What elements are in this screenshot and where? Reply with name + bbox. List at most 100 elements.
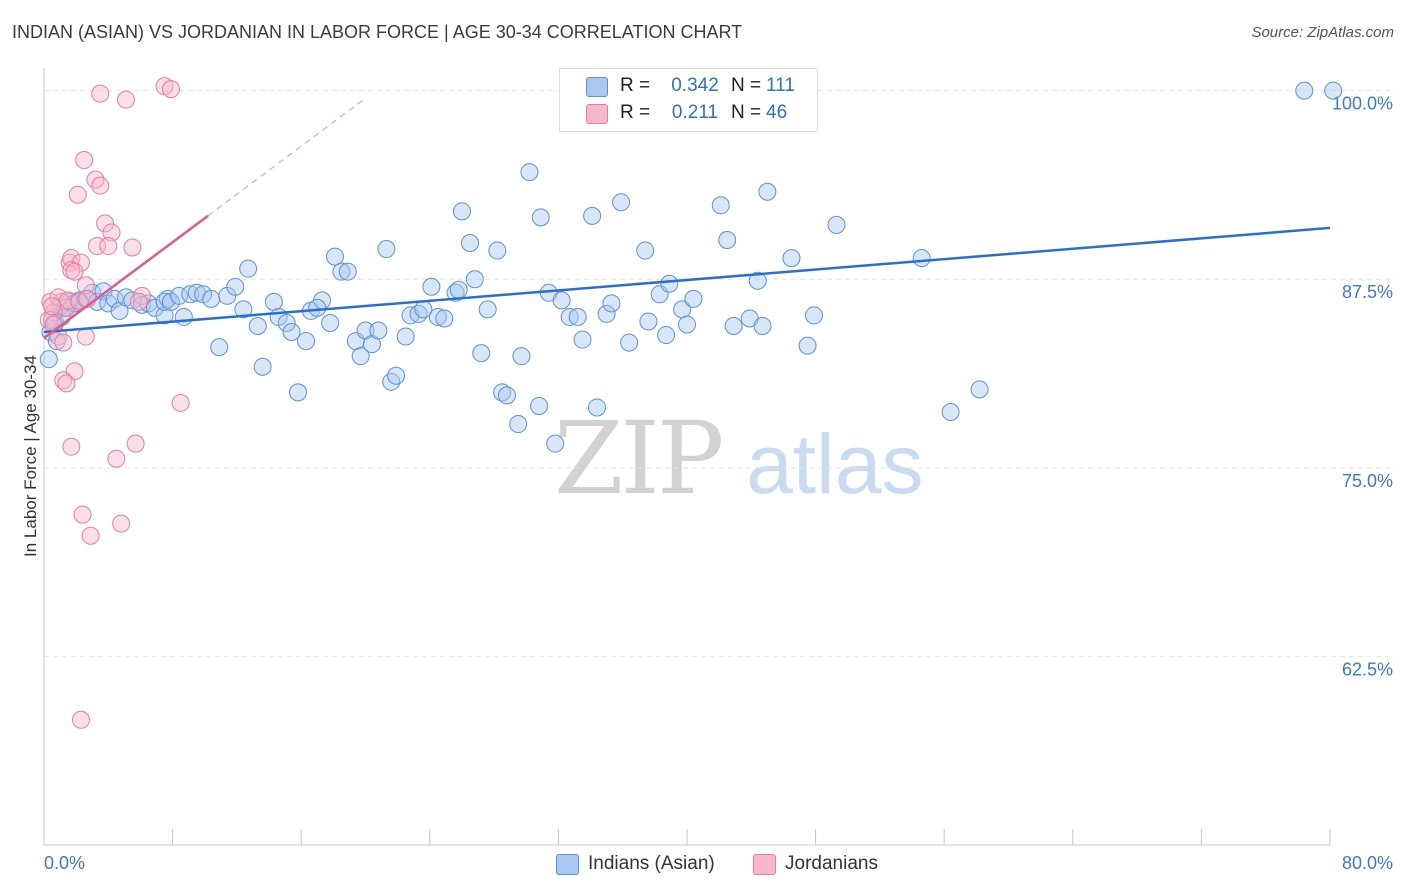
indian-point xyxy=(145,298,164,317)
jordanian-point xyxy=(107,449,126,468)
jordanian-point xyxy=(57,374,76,393)
jordanian-point xyxy=(161,80,180,99)
legend-swatch-indians xyxy=(586,77,608,97)
series-swatch-indians xyxy=(556,854,579,875)
legend-swatch-jordanians xyxy=(586,104,608,124)
legend-r-value-jordanians: 0.211 xyxy=(671,102,719,123)
jordanian-point xyxy=(99,237,118,256)
x-tick-label-min: 0.0% xyxy=(44,853,85,873)
indian-point xyxy=(827,215,846,234)
indian-point xyxy=(264,292,283,311)
indian-point xyxy=(338,262,357,281)
jordanian-point xyxy=(73,505,92,524)
indian-point xyxy=(1324,81,1343,100)
indian-point xyxy=(202,289,221,308)
legend-n-label: N = xyxy=(731,75,762,96)
y-tick-label: 62.5% xyxy=(1342,659,1393,679)
jordanian-point xyxy=(91,84,110,103)
jordanian-point xyxy=(112,514,131,533)
trend-line-jordanians-extension xyxy=(207,97,366,217)
indian-point xyxy=(639,312,658,331)
jordanian-point xyxy=(116,90,135,109)
indian-point xyxy=(583,206,602,225)
indian-point xyxy=(497,386,516,405)
indian-point xyxy=(332,262,351,281)
indian-point xyxy=(39,350,58,369)
legend-n-value-indians: 111 xyxy=(766,75,795,96)
indian-point xyxy=(602,294,621,313)
indian-point xyxy=(288,383,307,402)
series-label-indians: Indians (Asian) xyxy=(588,853,715,874)
jordanian-point xyxy=(76,276,95,295)
jordanian-point xyxy=(76,327,95,346)
indian-point xyxy=(210,338,229,357)
indian-point xyxy=(546,434,565,453)
indian-point xyxy=(170,286,189,305)
indian-point xyxy=(512,347,531,366)
series-label-jordanians: Jordanians xyxy=(785,853,878,874)
indian-point xyxy=(308,298,327,317)
indian-point xyxy=(912,249,931,268)
indian-point xyxy=(465,270,484,289)
jordanian-point xyxy=(123,238,142,257)
indian-point xyxy=(351,347,370,366)
indian-point xyxy=(636,241,655,260)
jordanian-point xyxy=(49,288,68,307)
indian-point xyxy=(248,316,267,335)
x-tick-label-max: 80.0% xyxy=(1342,853,1393,873)
source-label: Source: ZipAtlas.com xyxy=(1251,24,1394,41)
indian-point xyxy=(718,230,737,249)
indian-point xyxy=(452,202,471,221)
indian-point xyxy=(253,357,272,376)
indian-point xyxy=(382,372,401,391)
indian-point xyxy=(139,294,158,313)
indian-point xyxy=(573,330,592,349)
jordanian-point xyxy=(129,292,148,311)
legend-r-label: R = xyxy=(620,75,651,96)
y-tick-label: 100.0% xyxy=(1332,94,1393,114)
indian-point xyxy=(158,289,177,308)
indian-point xyxy=(724,316,743,335)
jordanian-point xyxy=(86,170,105,189)
indian-point xyxy=(753,316,772,335)
legend-r-value-indians: 0.342 xyxy=(671,75,719,96)
indian-point xyxy=(277,313,296,332)
indian-point xyxy=(684,289,703,308)
watermark-zip: ZIP xyxy=(554,400,724,517)
indian-point xyxy=(782,249,801,268)
indian-point xyxy=(941,402,960,421)
indian-point xyxy=(657,326,676,345)
indian-point xyxy=(531,208,550,227)
indian-point xyxy=(297,332,316,351)
indian-point xyxy=(460,234,479,253)
indian-point xyxy=(239,259,258,278)
indian-point xyxy=(282,323,301,342)
indian-point xyxy=(798,336,817,355)
jordanian-point xyxy=(43,297,62,316)
indian-point xyxy=(509,415,528,434)
y-tick-label: 75.0% xyxy=(1342,471,1393,491)
indian-point xyxy=(478,300,497,319)
indian-point xyxy=(530,396,549,415)
indian-point xyxy=(226,277,245,296)
jordanian-point xyxy=(65,262,84,281)
legend-n-value-jordanians: 46 xyxy=(766,102,788,123)
indian-point xyxy=(612,193,631,212)
trend-line-jordanians xyxy=(43,214,209,340)
indian-point xyxy=(758,182,777,201)
indian-point xyxy=(711,196,730,215)
indian-point xyxy=(105,289,124,308)
indian-point xyxy=(422,277,441,296)
indian-point xyxy=(325,247,344,266)
indian-point xyxy=(174,307,193,326)
jordanian-point xyxy=(171,393,190,412)
jordanian-point xyxy=(71,710,90,729)
indian-point xyxy=(552,291,571,310)
indian-point xyxy=(449,280,468,299)
indian-point xyxy=(435,309,454,328)
indian-point xyxy=(620,333,639,352)
indian-point xyxy=(748,271,767,290)
legend-n-label: N = xyxy=(731,102,762,123)
indian-point xyxy=(428,307,447,326)
indian-point xyxy=(587,398,606,417)
